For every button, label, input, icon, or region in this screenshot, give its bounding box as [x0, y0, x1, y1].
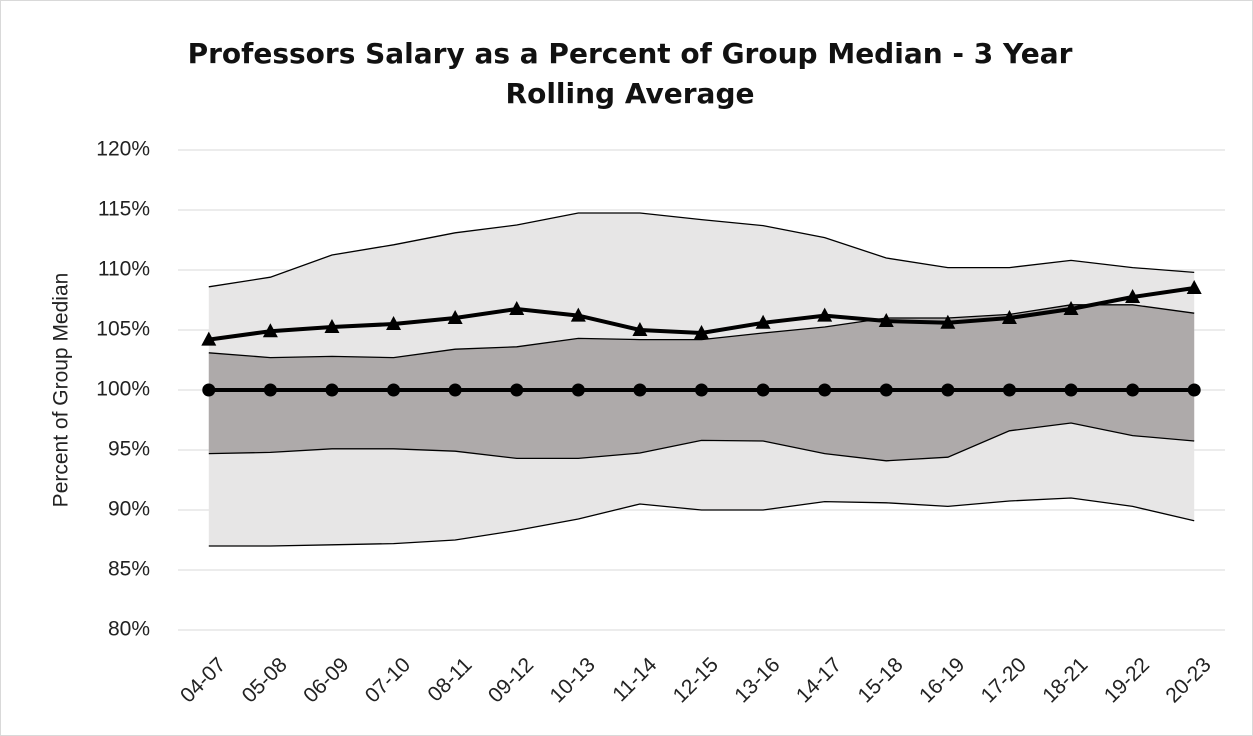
marker: [633, 383, 647, 397]
marker: [1002, 383, 1016, 397]
marker: [263, 383, 277, 397]
marker: [1125, 289, 1141, 303]
band-edge: [208, 304, 1195, 359]
bands: [208, 212, 1195, 547]
chart-title: Professors Salary as a Percent of Group …: [187, 37, 1073, 110]
marker: [755, 314, 771, 329]
y-tick-label: 80%: [108, 618, 150, 641]
marker: [879, 383, 893, 397]
y-tick-label: 120%: [96, 138, 150, 161]
marker: [509, 301, 525, 315]
marker: [324, 319, 340, 333]
y-tick-label: 100%: [96, 378, 150, 401]
marker: [1186, 280, 1202, 294]
marker: [387, 383, 401, 397]
marker: [695, 383, 708, 397]
marker: [632, 322, 648, 336]
marker: [201, 331, 217, 346]
band-fill: [208, 304, 1195, 461]
y-tick-label: 105%: [96, 318, 150, 341]
lines: [201, 280, 1202, 397]
marker: [1063, 301, 1079, 315]
marker: [1187, 383, 1201, 397]
band-edge: [208, 422, 1195, 462]
marker: [940, 314, 956, 329]
marker: [571, 383, 585, 397]
marker: [1001, 310, 1017, 324]
marker: [510, 383, 524, 397]
marker: [202, 383, 216, 397]
marker: [941, 383, 955, 397]
y-axis-label: Percent of Group Median: [50, 273, 73, 508]
y-tick-label: 90%: [108, 498, 150, 521]
marker: [1126, 383, 1140, 397]
marker: [447, 310, 463, 324]
marker: [817, 307, 833, 322]
y-tick-label: 110%: [98, 258, 150, 281]
y-tick-label: 95%: [108, 438, 150, 461]
band-edge: [208, 497, 1195, 547]
y-tick-label: 85%: [108, 558, 150, 581]
marker: [756, 383, 770, 397]
marker: [878, 313, 894, 327]
marker: [448, 383, 462, 397]
marker: [570, 307, 586, 322]
marker: [818, 383, 832, 397]
marker: [325, 383, 339, 397]
marker: [694, 325, 709, 339]
marker: [262, 323, 278, 338]
band-edge: [208, 212, 1195, 288]
y-tick-label: 115%: [98, 198, 150, 221]
marker: [1064, 383, 1078, 397]
marker: [386, 316, 402, 330]
